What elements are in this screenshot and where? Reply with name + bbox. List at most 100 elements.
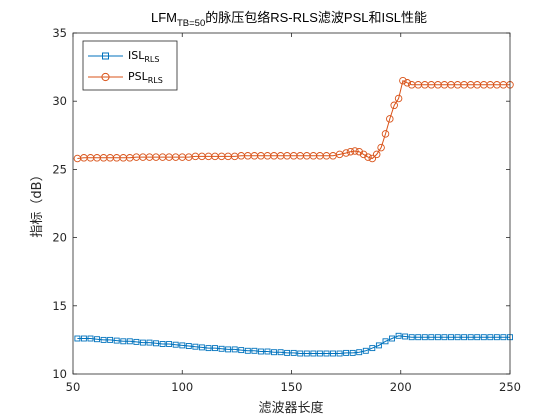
point-isl <box>493 334 500 341</box>
point-isl <box>146 339 153 346</box>
point-isl <box>323 350 330 357</box>
series-layer <box>73 76 514 357</box>
chart-title: LFMTB=50的脉压包络RS-RLS滤波PSL和ISL性能 <box>151 10 427 29</box>
point-isl <box>159 341 166 347</box>
legend-label-psl: PSLRLS <box>128 70 163 85</box>
chart-title-subscript: TB=50 <box>177 18 205 29</box>
y-tick-label: 30 <box>52 94 67 108</box>
point-psl <box>359 150 368 159</box>
point-isl <box>284 349 291 356</box>
x-tick-label: 250 <box>499 380 521 394</box>
point-isl <box>356 349 363 356</box>
point-isl <box>395 332 402 339</box>
point-isl <box>120 338 127 345</box>
point-psl <box>368 154 377 163</box>
point-isl <box>297 350 304 357</box>
point-isl <box>205 345 212 352</box>
legend-label-psl-sub: RLS <box>148 76 163 85</box>
point-isl <box>474 334 481 341</box>
y-tick-label: 15 <box>52 299 67 313</box>
series-line-isl <box>77 335 510 354</box>
point-isl <box>369 345 376 352</box>
point-isl <box>107 336 114 343</box>
point-isl <box>166 341 173 347</box>
y-tick-label: 10 <box>52 367 67 381</box>
point-isl <box>402 333 409 340</box>
point-isl <box>375 342 382 349</box>
point-isl <box>336 350 343 357</box>
x-tick-label: 100 <box>171 380 193 394</box>
point-psl <box>381 130 390 138</box>
point-isl <box>277 349 284 356</box>
point-psl <box>346 147 355 156</box>
point-isl <box>87 335 94 342</box>
point-isl <box>139 339 146 346</box>
axes-layer: 50 100 150 200 250 10 15 20 25 30 35 <box>52 26 521 394</box>
point-psl <box>372 150 381 159</box>
point-isl <box>461 334 468 341</box>
x-tick-label: 150 <box>281 380 303 394</box>
legend-marker-isl <box>102 52 109 60</box>
point-isl <box>231 346 238 353</box>
point-psl <box>355 147 363 156</box>
point-isl <box>500 334 507 341</box>
point-isl <box>198 344 205 351</box>
point-isl <box>448 334 454 341</box>
x-axis-label: 滤波器长度 <box>258 400 323 416</box>
point-isl <box>264 348 271 355</box>
point-isl <box>343 349 350 356</box>
series-psl <box>73 76 514 163</box>
point-isl <box>271 349 277 356</box>
point-isl <box>80 335 87 342</box>
y-tick-label: 20 <box>52 231 67 245</box>
point-isl <box>126 338 133 345</box>
point-isl <box>172 341 179 348</box>
point-isl <box>290 349 297 356</box>
point-isl <box>467 334 474 341</box>
series-isl <box>74 332 513 357</box>
point-isl <box>218 345 225 352</box>
y-tick-label: 35 <box>52 26 67 40</box>
point-psl <box>364 153 372 161</box>
point-psl <box>403 79 412 87</box>
legend-box <box>82 40 178 91</box>
point-isl <box>330 350 336 357</box>
y-tick-label: 25 <box>52 162 67 176</box>
point-isl <box>408 334 415 341</box>
point-isl <box>441 334 448 341</box>
legend-label-isl-sub: RLS <box>144 55 159 64</box>
point-psl <box>399 76 407 85</box>
point-isl <box>349 349 356 356</box>
point-psl <box>342 149 350 157</box>
legend-label-isl: ISLRLS <box>128 49 159 64</box>
point-isl <box>480 334 487 341</box>
point-isl <box>192 343 199 350</box>
legend-marker-psl <box>101 72 110 82</box>
point-isl <box>179 342 186 349</box>
point-isl <box>133 338 140 345</box>
point-isl <box>212 345 218 352</box>
y-axis-label: 指标（dB） <box>30 168 45 237</box>
chart-title-prefix: LFM <box>151 10 177 25</box>
point-isl <box>487 334 494 341</box>
point-isl <box>382 338 389 345</box>
x-tick-label: 200 <box>390 380 412 394</box>
point-isl <box>415 334 422 341</box>
point-psl <box>394 94 403 103</box>
point-isl <box>244 347 251 354</box>
point-isl <box>251 347 258 354</box>
point-isl <box>74 335 81 342</box>
point-isl <box>389 335 395 342</box>
x-tick-label: 50 <box>66 380 81 394</box>
point-isl <box>303 350 310 357</box>
legend-label-isl-main: ISL <box>128 49 145 62</box>
point-isl <box>225 346 232 353</box>
point-psl <box>377 143 385 152</box>
point-isl <box>257 348 264 355</box>
chart-title-suffix: 的脉压包络RS-RLS滤波PSL和ISL性能 <box>205 10 427 25</box>
point-isl <box>100 336 107 343</box>
point-isl <box>362 347 369 354</box>
point-isl <box>113 337 120 344</box>
legend: ISLRLS PSLRLS <box>82 40 178 91</box>
point-isl <box>316 350 323 357</box>
